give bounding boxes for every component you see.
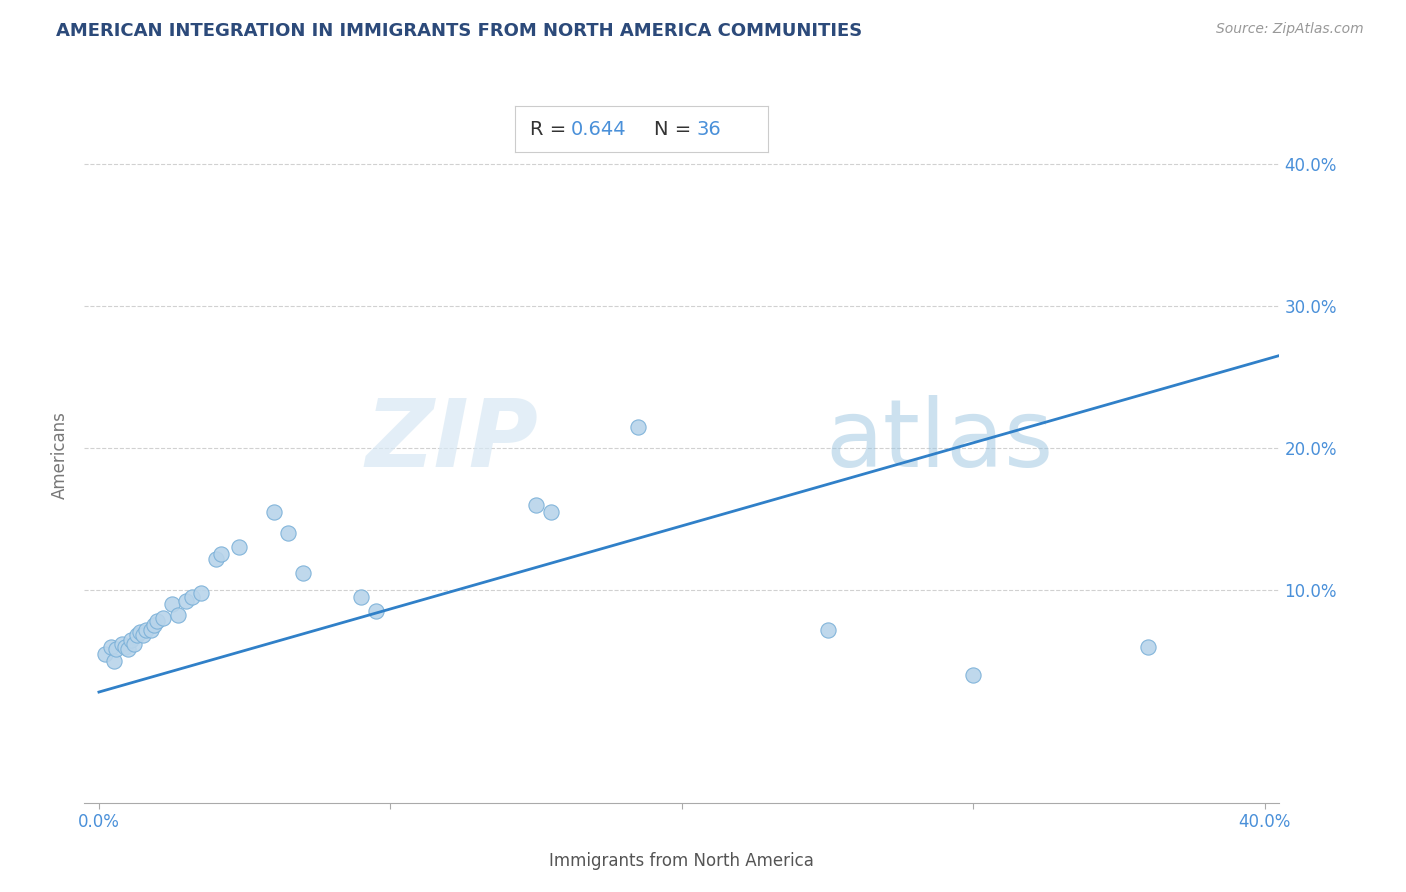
Text: atlas: atlas bbox=[825, 395, 1053, 487]
Point bbox=[128, 625, 150, 640]
Point bbox=[100, 640, 122, 654]
Point bbox=[962, 668, 984, 682]
Point bbox=[627, 419, 650, 434]
Point bbox=[350, 590, 373, 604]
Text: Source: ZipAtlas.com: Source: ZipAtlas.com bbox=[1216, 22, 1364, 37]
Point bbox=[1137, 640, 1160, 654]
Point bbox=[125, 628, 148, 642]
Point bbox=[131, 628, 153, 642]
Point bbox=[524, 498, 547, 512]
Point bbox=[291, 566, 314, 580]
X-axis label: Immigrants from North America: Immigrants from North America bbox=[550, 852, 814, 870]
Point bbox=[277, 526, 299, 541]
Point bbox=[181, 590, 204, 604]
Point bbox=[204, 551, 226, 566]
Point bbox=[817, 623, 839, 637]
Point bbox=[103, 654, 125, 668]
Point bbox=[143, 618, 166, 632]
Point bbox=[105, 642, 128, 657]
Point bbox=[135, 623, 157, 637]
Text: R =: R = bbox=[530, 120, 572, 138]
Point bbox=[141, 623, 163, 637]
Point bbox=[190, 585, 212, 599]
Point bbox=[263, 505, 285, 519]
Point bbox=[120, 632, 142, 647]
Point bbox=[122, 637, 145, 651]
Point bbox=[364, 604, 387, 618]
Point bbox=[117, 642, 139, 657]
Point bbox=[146, 614, 169, 628]
Point bbox=[114, 640, 136, 654]
Point bbox=[228, 540, 250, 554]
Point bbox=[540, 505, 562, 519]
Y-axis label: Americans: Americans bbox=[51, 411, 69, 499]
Point bbox=[152, 611, 174, 625]
Text: ZIP: ZIP bbox=[366, 395, 538, 487]
Point bbox=[166, 608, 188, 623]
Point bbox=[111, 637, 134, 651]
Point bbox=[160, 597, 183, 611]
Point bbox=[176, 594, 198, 608]
Text: 36: 36 bbox=[697, 120, 721, 138]
Point bbox=[94, 647, 117, 661]
Text: AMERICAN INTEGRATION IN IMMIGRANTS FROM NORTH AMERICA COMMUNITIES: AMERICAN INTEGRATION IN IMMIGRANTS FROM … bbox=[56, 22, 862, 40]
Point bbox=[209, 547, 232, 561]
Text: 0.644: 0.644 bbox=[571, 120, 626, 138]
Text: N =: N = bbox=[654, 120, 697, 138]
